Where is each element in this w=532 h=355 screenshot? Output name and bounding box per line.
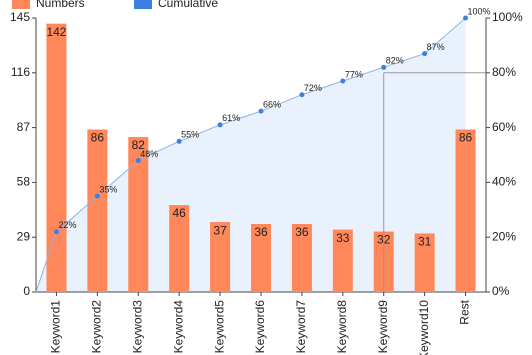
x-tick-label: Keyword8	[335, 300, 349, 354]
bar-value-label: 33	[336, 231, 350, 245]
bar-value-label: 142	[46, 25, 66, 39]
cumulative-label: 100%	[468, 6, 491, 16]
bar	[169, 205, 190, 292]
bar-value-label: 86	[91, 131, 105, 145]
x-tick-label: Keyword3	[130, 300, 144, 354]
x-tick-label: Keyword2	[90, 300, 104, 354]
cumulative-point	[299, 92, 305, 98]
y-tick-label: 29	[17, 229, 31, 243]
y2-tick-label: 100%	[492, 10, 523, 24]
y-tick-label: 0	[23, 284, 30, 298]
legend-label: Numbers	[36, 0, 85, 10]
bar	[455, 129, 476, 292]
cumulative-label: 87%	[427, 42, 445, 52]
x-tick-label: Keyword7	[294, 300, 308, 354]
bar-value-label: 46	[173, 206, 187, 220]
bar-value-label: 82	[132, 138, 146, 152]
bar	[87, 129, 108, 292]
y2-tick-label: 20%	[492, 229, 516, 243]
bar	[291, 223, 312, 292]
cumulative-label: 61%	[222, 113, 240, 123]
y-tick-label: 87	[17, 120, 31, 134]
bar	[414, 233, 435, 292]
cumulative-label: 66%	[263, 100, 281, 110]
y2-tick-label: 40%	[492, 175, 516, 189]
cumulative-point	[258, 108, 264, 114]
y2-tick-label: 60%	[492, 120, 516, 134]
y-tick-label: 58	[17, 175, 31, 189]
cumulative-point	[422, 51, 428, 57]
bar	[251, 223, 271, 292]
legend-label: Cumulative	[158, 0, 218, 10]
cumulative-point	[53, 229, 59, 235]
legend-swatch	[12, 0, 30, 9]
cumulative-label: 77%	[345, 69, 363, 79]
cumulative-start	[35, 231, 57, 293]
cumulative-point	[176, 138, 182, 144]
bar-value-label: 86	[459, 131, 473, 145]
x-tick-label: Rest	[458, 299, 472, 324]
y2-tick-label: 80%	[492, 65, 516, 79]
cumulative-label: 55%	[181, 130, 199, 140]
cumulative-point	[340, 78, 346, 84]
cumulative-point	[94, 193, 100, 199]
bar	[210, 222, 231, 292]
bar	[46, 23, 67, 292]
cumulative-label: 22%	[58, 220, 76, 230]
cumulative-point	[381, 64, 387, 70]
bar-value-label: 36	[295, 225, 309, 239]
x-tick-label: Keyword10	[417, 300, 431, 355]
bar	[332, 229, 353, 292]
cumulative-label: 48%	[140, 149, 158, 159]
x-tick-label: Keyword9	[376, 300, 390, 354]
y-tick-label: 116	[11, 65, 30, 79]
legend-swatch	[134, 0, 152, 9]
cumulative-label: 82%	[386, 56, 404, 66]
y-tick-label: 145	[10, 10, 30, 24]
cumulative-label: 35%	[99, 184, 117, 194]
bar-value-label: 31	[418, 235, 432, 249]
bar-value-label: 36	[254, 225, 268, 239]
x-tick-label: Keyword4	[171, 300, 185, 354]
y2-tick-label: 0%	[492, 284, 510, 298]
x-tick-label: Keyword5	[212, 300, 226, 354]
cumulative-point	[217, 122, 223, 128]
x-tick-label: Keyword1	[49, 300, 63, 354]
bar-value-label: 37	[213, 223, 227, 237]
cumulative-label: 72%	[304, 83, 322, 93]
cumulative-point	[135, 157, 141, 163]
cumulative-point	[463, 15, 469, 21]
x-tick-label: Keyword6	[253, 300, 267, 354]
bar	[128, 137, 149, 292]
